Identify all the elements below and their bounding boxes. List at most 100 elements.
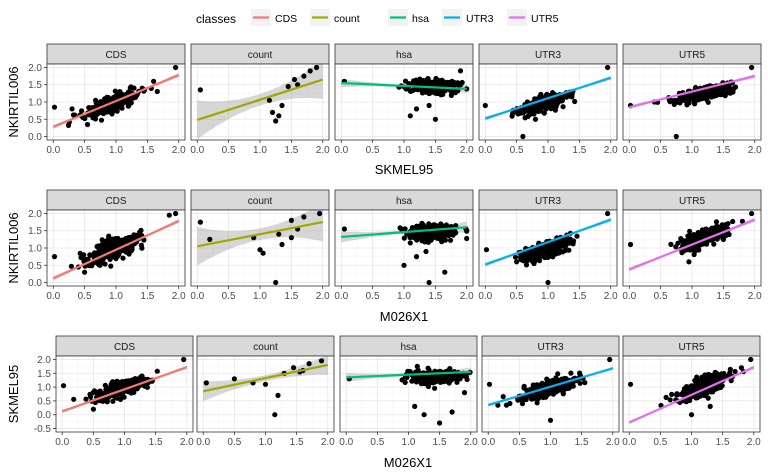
x-tick-label: 1.5 [716,437,730,448]
x-tick-label: 0.5 [227,437,241,448]
data-point [434,90,440,97]
data-point [93,100,99,106]
regression-line [61,366,188,413]
data-point [456,82,462,88]
data-point [100,248,106,254]
data-point [415,223,421,229]
data-point [692,101,698,107]
data-point [290,365,297,371]
data-point [117,239,124,245]
x-tick-label: 0.5 [653,437,667,448]
data-point [433,224,439,230]
data-point [701,392,708,399]
data-point [464,227,470,233]
panel-content [627,64,755,140]
data-point [486,381,493,387]
data-point [694,377,700,383]
data-point [438,78,444,84]
data-point [447,237,454,243]
data-point [276,113,282,119]
data-point [166,212,172,218]
legend: classes CDS count hsa UTR3 UTR5 [196,9,559,26]
data-point [115,235,121,242]
data-point [412,403,418,409]
x-tick-label: 1.0 [541,145,555,156]
data-point [482,102,488,109]
data-point [423,248,429,255]
facet-strip-label: UTR5 [679,196,706,207]
data-point [720,226,726,232]
x-tick-label: 1.5 [433,437,447,448]
data-point [550,90,556,96]
data-point [525,253,532,260]
data-point [721,89,728,95]
x-tick-label: 1.0 [259,437,273,448]
data-point [318,358,325,364]
facet-strip-label: CDS [105,196,126,207]
x-tick-label: 2.0 [604,291,618,302]
data-point [749,210,755,217]
x-tick-label: 2.0 [748,291,762,302]
x-tick-label: 2.0 [747,437,761,448]
data-point [521,383,527,389]
facet-panel-utr3: UTR3 0.0 0.5 1.0 1.5 2.0 [478,43,618,156]
data-point [273,279,279,286]
data-point [402,226,408,232]
x-tick-label: 1.5 [284,145,298,156]
facet-panel-count: count 0.0 0.5 1.0 1.5 2.0 [190,43,330,156]
x-tick-label: 2.0 [172,145,186,156]
data-point [279,102,285,109]
x-tick-label: 1.5 [572,291,586,302]
y-tick-label: 0.5 [28,261,42,272]
x-tick-label: 0.0 [334,145,348,156]
facet-strip-label: UTR5 [679,50,706,61]
x-tick-label: 1.0 [685,291,699,302]
data-point [692,91,698,97]
x-tick-label: 0.0 [55,437,69,448]
facet-panel-utr5: UTR5 0.0 0.5 1.0 1.5 2.0 [622,189,762,302]
data-point [426,238,432,244]
data-point [673,133,679,140]
x-tick-label: 0.5 [654,291,668,302]
data-point [71,396,77,402]
y-tick-label: 0.5 [37,396,51,407]
data-point [81,114,87,121]
facet-strip-label: hsa [400,342,417,353]
data-point [422,239,428,245]
data-point [68,263,74,269]
data-point [207,236,213,242]
x-axis-title: M026X1 [384,455,432,470]
panel-content [486,356,614,423]
panel-content [482,64,612,140]
y-tick-label: 0.5 [28,115,42,126]
data-point [70,112,77,118]
data-point [275,392,281,398]
regression-line [197,221,323,248]
data-point [739,218,746,224]
x-tick-label: 2.0 [180,437,194,448]
data-point [110,108,116,114]
x-tick-label: 0.5 [78,291,92,302]
panel-content [627,210,756,272]
x-axis-title: SKMEL95 [375,162,434,177]
data-point [295,82,301,88]
data-point [428,80,434,86]
data-point [341,226,347,232]
data-point [678,236,684,242]
data-point [530,396,536,402]
data-point [427,376,433,382]
data-point [708,226,714,232]
data-point [276,231,282,237]
x-tick-label: 0.0 [46,291,60,302]
data-point [103,238,110,244]
panel-content [346,363,473,426]
x-tick-label: 2.0 [464,437,478,448]
data-point [107,238,113,244]
facet-strip-label: count [248,50,273,61]
regression-line [484,76,612,120]
y-tick-label: 1.5 [28,80,42,91]
x-tick-label: 0.5 [366,145,380,156]
data-point [91,251,97,257]
legend-item-hsa: hsa [388,9,429,26]
